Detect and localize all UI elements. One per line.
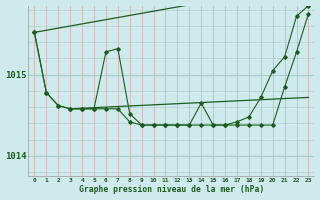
X-axis label: Graphe pression niveau de la mer (hPa): Graphe pression niveau de la mer (hPa) xyxy=(79,185,264,194)
